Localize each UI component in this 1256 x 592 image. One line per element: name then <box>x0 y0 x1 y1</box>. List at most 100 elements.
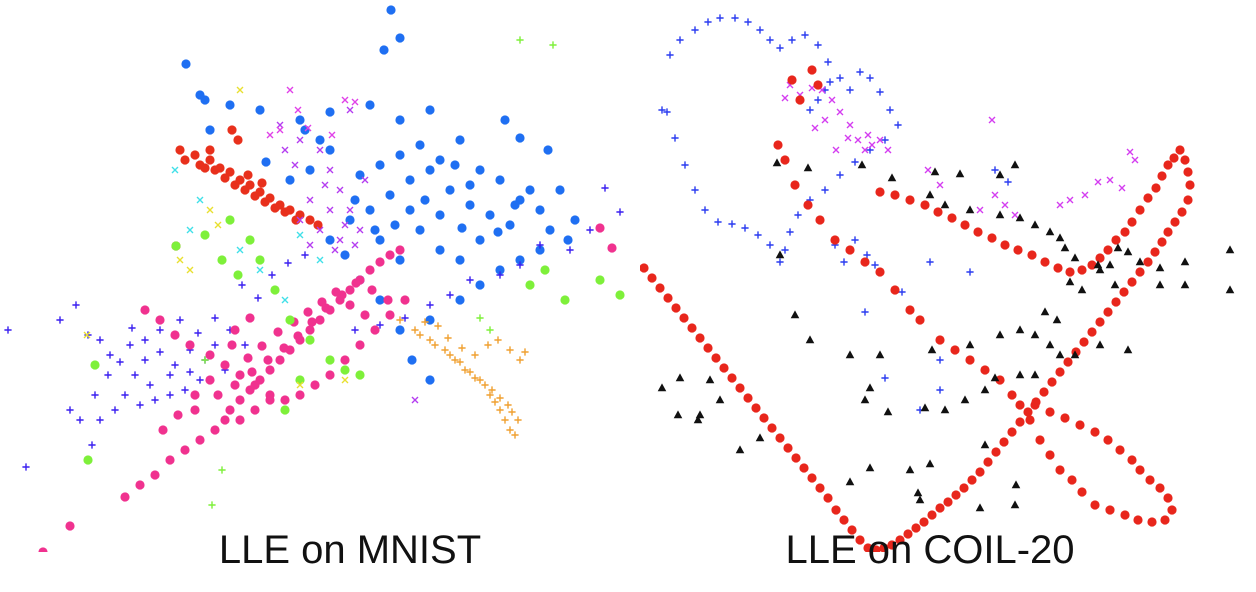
data-point-s1-5 <box>836 108 844 116</box>
data-point-s1-8 <box>325 107 335 117</box>
data-point-s2-92 <box>1095 317 1105 327</box>
data-point-s2-114 <box>919 517 929 527</box>
data-point-s4-39 <box>310 380 320 390</box>
data-point-s6-18 <box>595 275 605 285</box>
data-point-s2-0 <box>787 75 797 85</box>
data-point-s1-10 <box>395 115 405 125</box>
data-point-s2-7 <box>336 236 344 244</box>
data-point-s2-91 <box>1103 307 1113 317</box>
data-point-s3-20 <box>111 406 119 414</box>
data-point-s1-41 <box>455 255 465 265</box>
data-point-s1-13 <box>500 115 510 125</box>
data-point-s3-7 <box>1010 160 1020 169</box>
data-point-s3-17 <box>1070 253 1080 262</box>
data-point-s1-15 <box>543 145 553 155</box>
data-point-s2-26 <box>1055 465 1065 475</box>
data-point-s3-14 <box>1045 227 1055 236</box>
data-point-s3-38 <box>376 321 384 329</box>
data-point-s0-39 <box>671 134 679 142</box>
data-point-s1-39 <box>415 225 425 235</box>
data-point-s3-44 <box>176 316 184 324</box>
data-point-s3-36 <box>426 301 434 309</box>
data-point-s2-147 <box>655 283 665 293</box>
data-point-s1-34 <box>425 165 435 175</box>
data-point-s2-141 <box>703 343 713 353</box>
data-point-s4-13 <box>345 285 355 295</box>
data-point-s0-27 <box>243 170 253 180</box>
data-point-s4-48 <box>247 367 257 377</box>
data-point-s2-1 <box>795 95 805 105</box>
data-point-s3-69 <box>980 440 990 449</box>
data-point-s2-75 <box>1169 153 1179 163</box>
data-point-s2-63 <box>1077 265 1087 275</box>
data-point-s0-60 <box>966 268 974 276</box>
data-point-s1-31 <box>365 205 375 215</box>
data-point-s2-62 <box>1065 267 1075 277</box>
data-point-s8-0 <box>236 86 244 94</box>
data-point-s1-59 <box>475 235 485 245</box>
data-point-s2-115 <box>911 523 921 533</box>
data-point-s3-49 <box>91 391 99 399</box>
data-point-s0-47 <box>863 251 871 259</box>
data-point-s2-77 <box>1180 155 1190 165</box>
data-point-s4-52 <box>307 317 317 327</box>
data-point-s2-15 <box>291 161 299 169</box>
data-point-s2-67 <box>1111 235 1121 245</box>
data-point-s2-7 <box>803 200 813 210</box>
data-point-s0-23 <box>233 135 243 145</box>
data-point-s2-76 <box>1175 145 1185 155</box>
data-point-s2-3 <box>813 80 823 90</box>
data-point-s3-74 <box>915 495 925 504</box>
data-point-s3-16 <box>166 391 174 399</box>
data-point-s5-3 <box>441 346 449 354</box>
data-point-s3-52 <box>166 371 174 379</box>
data-point-s2-8 <box>815 215 825 225</box>
data-point-s3-27 <box>601 184 609 192</box>
data-point-s2-119 <box>879 543 889 552</box>
data-point-s2-85 <box>1150 247 1160 257</box>
data-point-s1-55 <box>305 165 315 175</box>
series-9-cyan-x <box>171 166 324 304</box>
data-point-s2-84 <box>1157 237 1167 247</box>
data-point-s2-66 <box>1103 245 1113 255</box>
data-point-s1-32 <box>385 190 395 200</box>
data-point-s0-30 <box>305 215 315 225</box>
data-point-s3-51 <box>146 381 154 389</box>
data-point-s3-73 <box>925 459 935 468</box>
data-point-s4-59 <box>250 405 260 415</box>
data-point-s6-4 <box>255 255 265 265</box>
data-point-s2-14 <box>905 305 915 315</box>
data-point-s2-104 <box>999 437 1009 447</box>
data-point-s3-21 <box>96 416 104 424</box>
data-point-s5-9 <box>491 398 499 406</box>
data-point-s1-38 <box>505 220 515 230</box>
data-point-s2-100 <box>1031 397 1041 407</box>
series-6-green-circle <box>83 215 625 465</box>
data-point-s3-57 <box>735 445 745 454</box>
data-point-s0-18 <box>876 88 884 96</box>
data-point-s2-60 <box>1040 257 1050 267</box>
data-point-s9-6 <box>256 266 264 274</box>
data-point-s4-56 <box>367 285 377 295</box>
data-point-s5-23 <box>508 408 516 416</box>
data-point-s3-5 <box>955 169 965 178</box>
data-point-s2-32 <box>1133 515 1143 525</box>
data-point-s1-18 <box>988 116 996 124</box>
data-point-s2-145 <box>671 303 681 313</box>
data-point-s4-34 <box>235 370 245 380</box>
data-point-s0-14 <box>836 74 844 82</box>
data-point-s5-34 <box>421 318 429 326</box>
data-point-s3-4 <box>106 351 114 359</box>
data-point-s2-118 <box>887 540 897 550</box>
data-point-s1-32 <box>1066 196 1074 204</box>
data-point-s1-61 <box>420 195 430 205</box>
coil20-panel: LLE on COIL-20 <box>640 0 1256 592</box>
data-point-s2-15 <box>915 315 925 325</box>
data-point-s6-21 <box>233 270 243 280</box>
data-point-s1-10 <box>876 136 884 144</box>
data-point-s4-38 <box>295 390 305 400</box>
data-point-s0-24 <box>836 171 844 179</box>
data-point-s0-57 <box>991 166 999 174</box>
data-point-s4-29 <box>155 315 165 325</box>
mnist-caption: LLE on MNIST <box>218 528 482 572</box>
